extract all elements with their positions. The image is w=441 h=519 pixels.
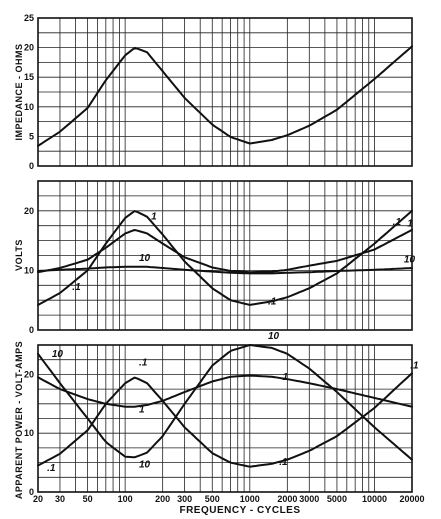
series-line-p1: [37, 372, 413, 468]
y-tick-label: 20: [24, 206, 34, 216]
apparent-power-panel: 0 10 20 10 10 10 .1 .1 .1 1 1 .1: [24, 331, 419, 497]
plot-frame: [37, 344, 413, 493]
series-line-1: [37, 374, 413, 408]
y-tick-label: 0: [29, 161, 34, 171]
series-label: 10: [139, 253, 151, 264]
y-axis-label-volts: VOLTS: [14, 239, 24, 271]
x-tick-label: 20: [33, 494, 43, 504]
y-axis-label-impedance: IMPEDANCE - OHMS: [14, 43, 24, 140]
series-label: .1: [410, 360, 419, 371]
series-line-1: [37, 228, 413, 274]
series-label: .1: [268, 297, 277, 308]
y-tick-label: 0: [29, 325, 34, 335]
x-tick-label: 20000: [399, 494, 424, 504]
series-line-10: [37, 265, 413, 275]
y-tick-label: 0: [29, 487, 34, 497]
series-label: .1: [72, 282, 81, 293]
y-tick-label: 25: [24, 13, 34, 23]
volts-panel: 0 10 20 1 1 .1 .1 .1 10 10: [24, 180, 416, 335]
series-label: 1: [151, 211, 157, 222]
series-line-impedance: [37, 45, 413, 147]
series-line-p1: [37, 209, 413, 306]
series-label: 10: [268, 331, 280, 342]
y-tick-label: 10: [24, 265, 34, 275]
x-tick-label: 30: [55, 494, 65, 504]
series-label: 10: [404, 255, 416, 266]
frequency-axis: 20 30 50 100 200 300 500 1000 2000 3000 5000 10000 2…: [33, 494, 425, 504]
x-tick-label: 10000: [362, 494, 387, 504]
series-label: .1: [393, 217, 402, 228]
impedance-panel: 0 5 10 15 20 25: [24, 13, 413, 171]
y-tick-label: 15: [24, 72, 34, 82]
y-tick-label: 20: [24, 369, 34, 379]
y-axis-label-apparent-power: APPARENT POWER - VOLT-AMPS: [14, 341, 24, 499]
series-label: .1: [47, 463, 56, 474]
series-label: 10: [139, 459, 151, 470]
series-label: 1: [139, 405, 145, 416]
series-label: 1: [407, 218, 413, 229]
series-label: .1: [139, 357, 148, 368]
series-label: 1: [283, 372, 289, 383]
y-tick-label: 20: [24, 43, 34, 53]
x-axis-label: FREQUENCY - CYCLES: [179, 505, 300, 516]
x-tick-label: 5000: [327, 494, 347, 504]
x-tick-label: 100: [118, 494, 133, 504]
x-tick-label: 1000: [240, 494, 260, 504]
x-tick-label: 3000: [299, 494, 319, 504]
x-tick-label: 500: [205, 494, 220, 504]
x-tick-label: 2000: [277, 494, 297, 504]
y-tick-label: 5: [29, 131, 34, 141]
series-line-10: [37, 344, 413, 461]
y-tick-label: 10: [24, 102, 34, 112]
x-tick-label: 200: [155, 494, 170, 504]
series-label: 10: [52, 349, 64, 360]
plot-frame: [37, 180, 413, 331]
x-tick-label: 300: [177, 494, 192, 504]
x-tick-label: 50: [83, 494, 93, 504]
y-tick-label: 10: [24, 428, 34, 438]
series-label: .1: [279, 457, 288, 468]
plot-frame: [37, 17, 413, 167]
